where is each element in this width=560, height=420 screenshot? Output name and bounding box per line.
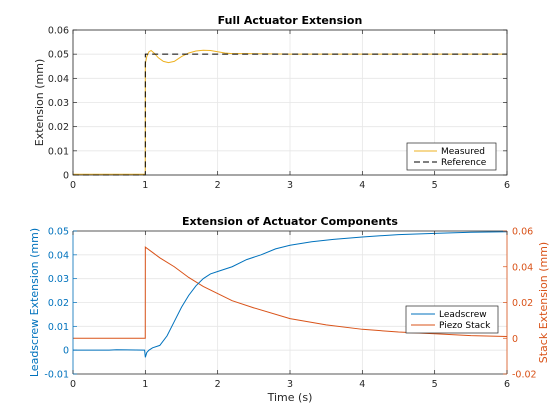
bottom-chart-title: Extension of Actuator Components (182, 215, 398, 228)
legend-label-piezo-stack: Piezo Stack (439, 321, 491, 331)
bottom-right-y-axis-label: Stack Extension (mm) (537, 242, 550, 363)
series-leadscrew (73, 231, 508, 358)
y-tick-label: 0.03 (48, 98, 69, 109)
x-tick-label: 3 (287, 180, 293, 191)
x-tick-label: 1 (142, 180, 148, 191)
left-y-tick-label: 0.05 (48, 227, 69, 238)
legend-label-leadscrew: Leadscrew (439, 310, 487, 320)
y-tick-label: 0.04 (48, 74, 69, 85)
x-tick-label: 0 (70, 180, 76, 191)
x-tick-label: 2 (215, 180, 221, 191)
left-y-tick-label: 0.01 (48, 322, 69, 333)
bottom-ticks: 0 1 2 3 4 5 6-0.0100.010.020.030.040.05-0.0200… (44, 227, 536, 391)
left-y-tick-label: 0.03 (48, 274, 69, 285)
left-y-tick-label: 0.02 (48, 298, 69, 309)
right-y-tick-label: 0 (512, 334, 518, 345)
left-y-tick-label: 0.04 (48, 250, 69, 261)
y-tick-label: 0.06 (48, 26, 69, 37)
legend-label-reference: Reference (441, 158, 487, 168)
bottom-legend: Leadscrew Piezo Stack (405, 305, 499, 334)
y-tick-label: 0.05 (48, 50, 69, 61)
series-reference (73, 53, 507, 176)
y-tick-label: 0.01 (48, 146, 69, 157)
right-y-tick-label: 0.06 (512, 227, 533, 238)
bottom-legend-box (405, 305, 499, 334)
x-tick-label: 2 (215, 379, 221, 390)
bottom-series (73, 231, 508, 358)
right-y-tick-label: 0.02 (512, 298, 533, 309)
bottom-x-axis-label: Time (s) (267, 391, 313, 404)
x-tick-label: 1 (142, 379, 148, 390)
top-ticks: 0 1 2 3 4 5 6 0 0.01 0.02 0.03 0.04 0.05 0.06 (48, 26, 510, 192)
right-y-tick-label: 0.04 (512, 262, 533, 273)
top-y-axis-label: Extension (mm) (33, 59, 46, 147)
x-tick-label: 4 (359, 180, 365, 191)
y-tick-label: 0 (63, 171, 69, 182)
x-tick-label: 3 (287, 379, 293, 390)
right-y-tick-label: -0.02 (512, 370, 537, 381)
top-legend: Measured Reference (406, 142, 497, 171)
left-y-tick-label: -0.01 (44, 370, 69, 381)
x-tick-label: 4 (359, 379, 365, 390)
bottom-axes: 0 1 2 3 4 5 6-0.0100.010.020.030.040.05-0.0200… (28, 215, 550, 404)
bottom-left-y-axis-label: Leadscrew Extension (mm) (28, 228, 41, 377)
top-legend-box (406, 142, 497, 171)
left-y-tick-label: 0 (63, 346, 69, 357)
top-series (73, 49, 507, 176)
x-tick-label: 0 (70, 379, 76, 390)
legend-label-measured: Measured (441, 147, 485, 157)
top-axes: 0 1 2 3 4 5 6 0 0.01 0.02 0.03 0.04 0.05 0.06 Full Ac… (33, 14, 510, 191)
series-piezo-stack (73, 246, 508, 339)
x-tick-label: 5 (432, 379, 438, 390)
y-tick-label: 0.02 (48, 122, 69, 133)
top-chart-title: Full Actuator Extension (218, 14, 363, 27)
x-tick-label: 6 (504, 180, 510, 191)
x-tick-label: 5 (432, 180, 438, 191)
x-tick-label: 6 (504, 379, 510, 390)
